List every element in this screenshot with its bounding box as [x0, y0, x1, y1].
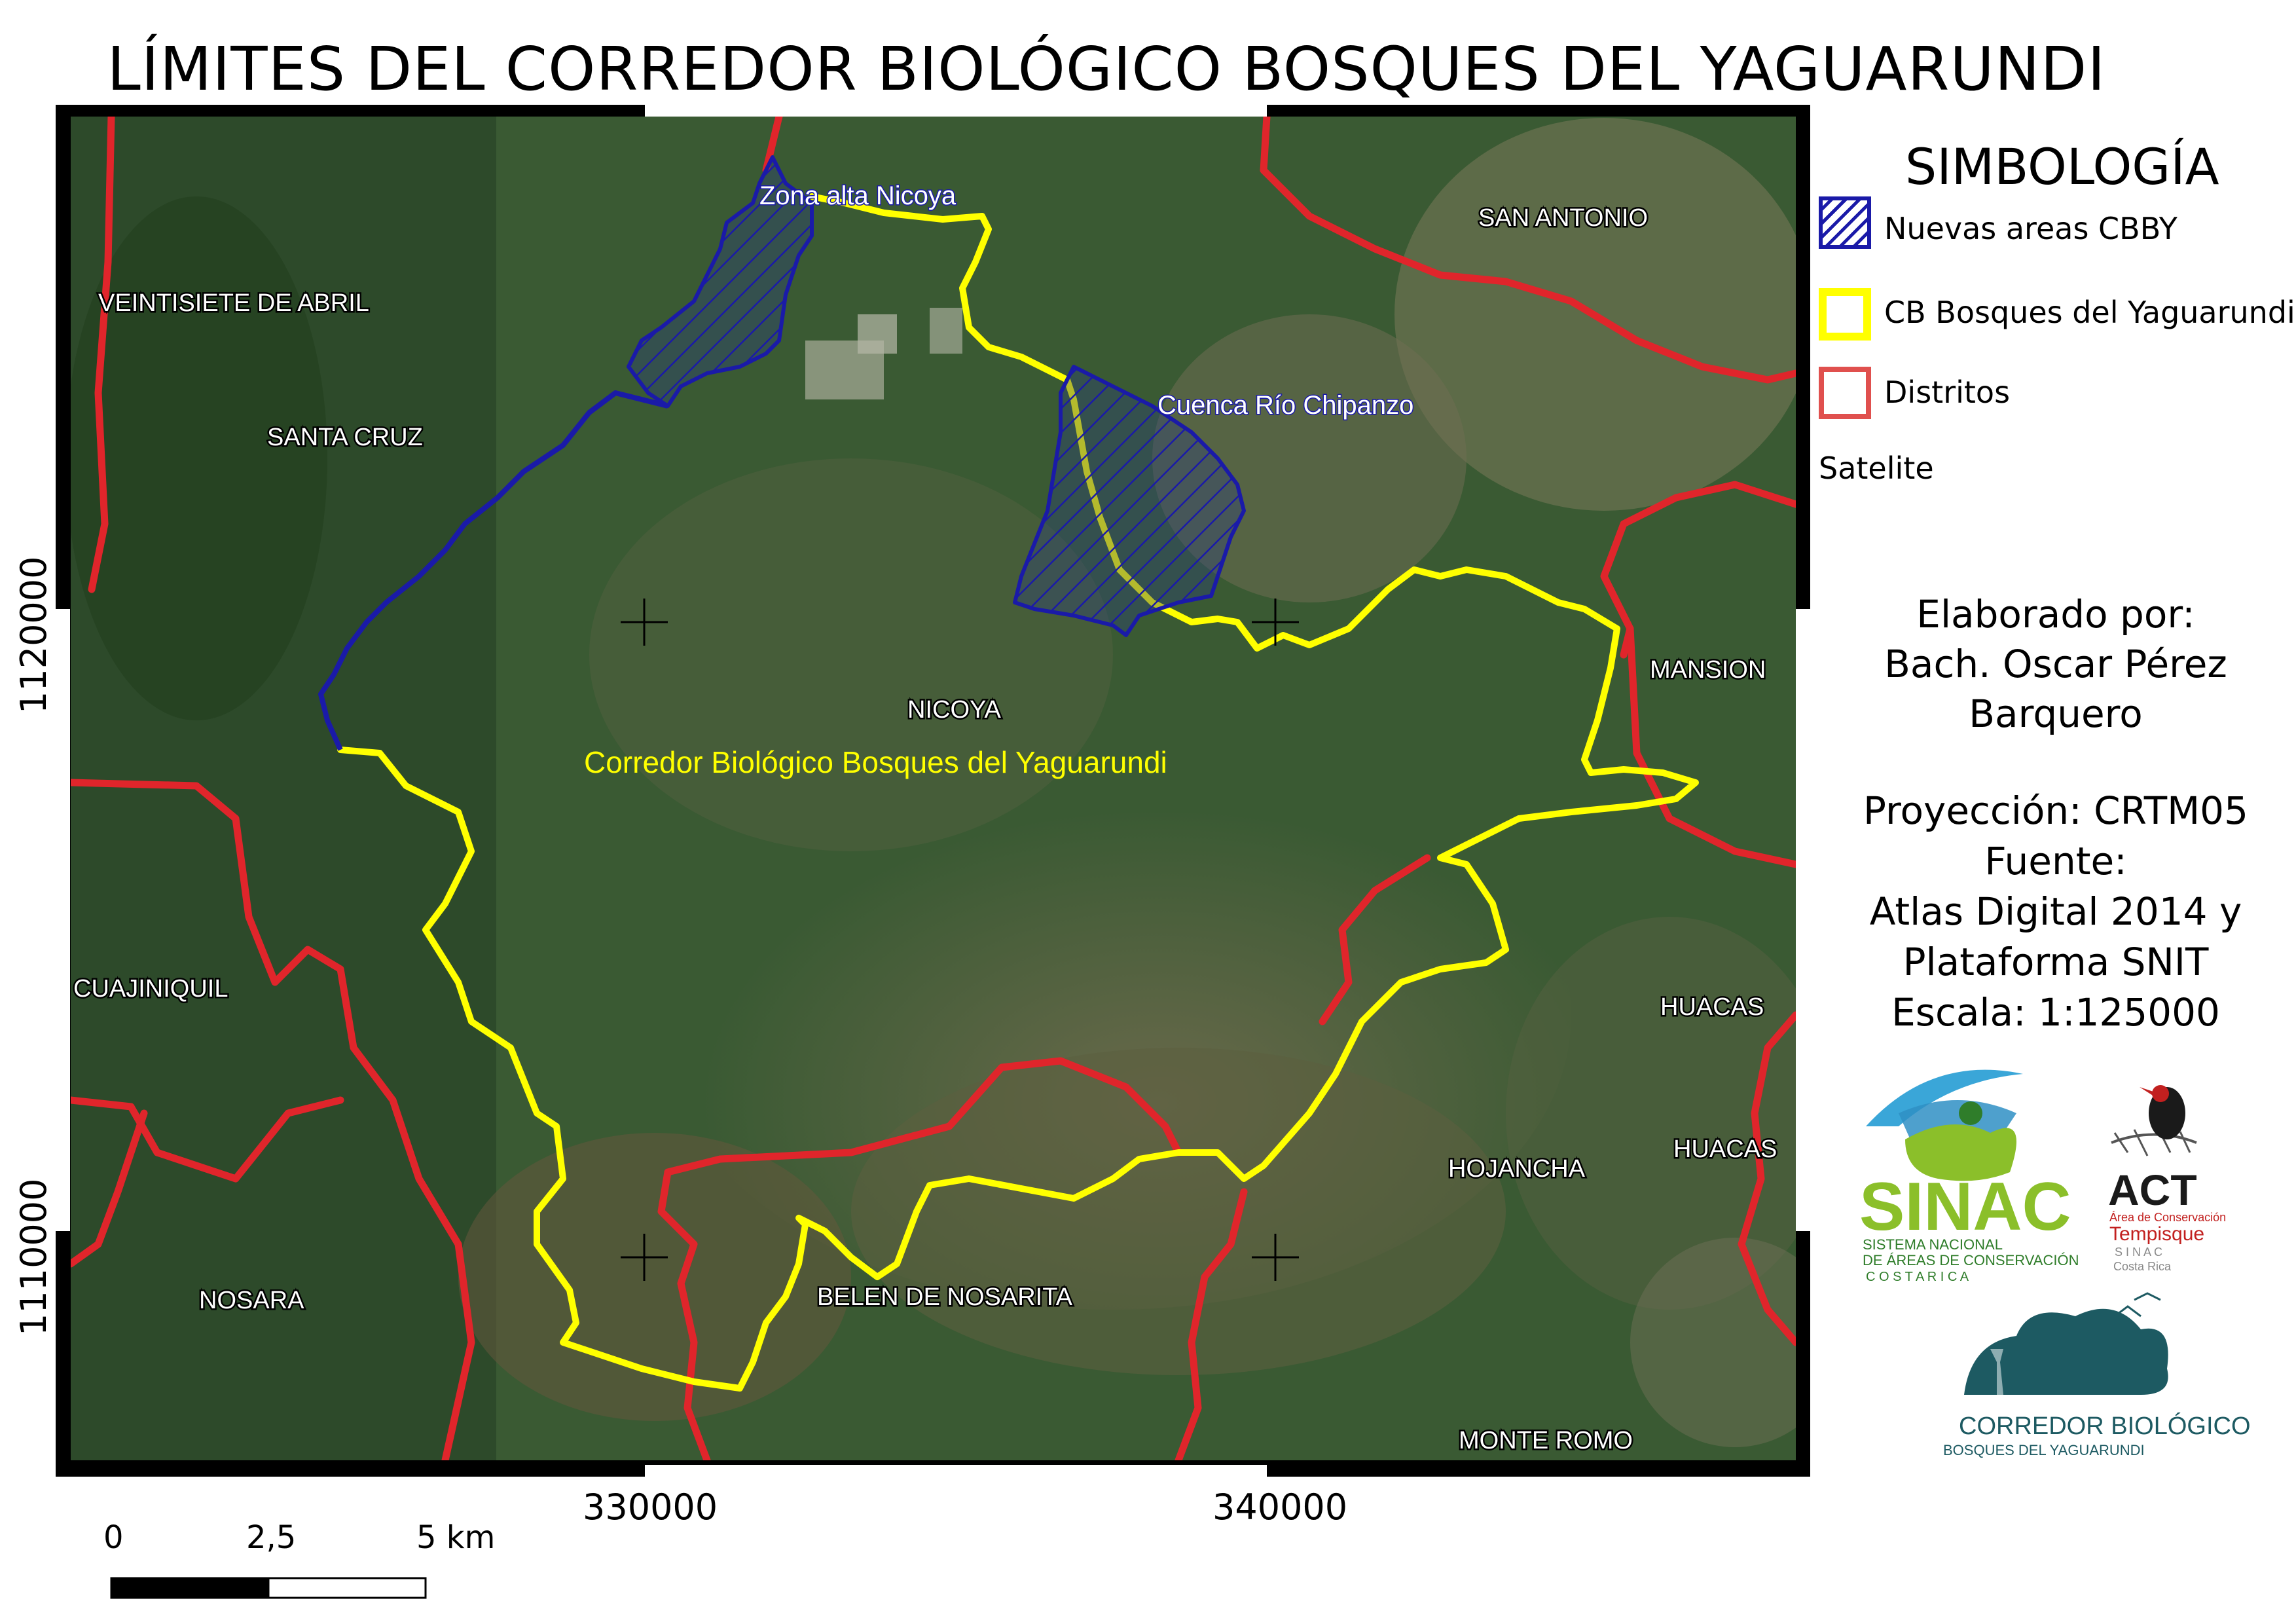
act-line1: Área de Conservación: [2109, 1211, 2226, 1224]
projection-info: Proyección: CRTM05 Fuente: Atlas Digital…: [1813, 786, 2296, 1038]
grid-crosses: [621, 599, 1299, 1281]
sinac-line1: SISTEMA NACIONAL: [1863, 1236, 2003, 1253]
legend-label-distritos: Distritos: [1884, 375, 2011, 410]
label-san-antonio: SAN ANTONIO: [1478, 204, 1648, 232]
source-line1: Atlas Digital 2014 y: [1869, 889, 2242, 934]
legend-label-corridor: CB Bosques del Yaguarundi: [1884, 295, 2295, 330]
sinac-line2: DE ÁREAS DE CONSERVACIÓN: [1863, 1252, 2079, 1268]
act-name: ACT: [2108, 1166, 2197, 1214]
label-nicoya: NICOYA: [907, 696, 1002, 724]
scale-label-2-5: 2,5: [246, 1519, 297, 1556]
credits-line1: Elaborado por:: [1916, 592, 2195, 637]
label-mansion: MANSION: [1650, 656, 1766, 684]
map-title: LÍMITES DEL CORREDOR BIOLÓGICO BOSQUES D…: [107, 34, 2106, 104]
label-zona-alta: Zona alta Nicoya: [759, 181, 957, 210]
legend-swatch-distritos: [1819, 367, 1871, 419]
source-line2: Plataforma SNIT: [1903, 940, 2209, 984]
legend-label-nuevas: Nuevas areas CBBY: [1884, 211, 2178, 246]
new-areas-cbby: [318, 155, 1246, 751]
sinac-name: SINAC: [1859, 1169, 2071, 1245]
scale-text: Escala: 1:125000: [1891, 990, 2220, 1035]
legend-swatch-corridor: [1819, 288, 1871, 341]
y-tick-1110000: 1110000: [13, 1178, 54, 1337]
source-label: Fuente:: [1984, 839, 2127, 883]
projection: Proyección: CRTM05: [1863, 788, 2248, 833]
label-santa-cruz: SANTA CRUZ: [267, 424, 423, 451]
label-veintisiete: VEINTISIETE DE ABRIL: [98, 289, 369, 317]
x-tick-340000: 340000: [1212, 1486, 1348, 1528]
label-cuenca: Cuenca Río Chipanzo: [1157, 391, 1413, 420]
y-tick-1120000: 1120000: [13, 556, 54, 714]
sinac-line3: C O S T A R I C A: [1866, 1270, 1969, 1284]
label-huacas-2: HUACAS: [1673, 1135, 1777, 1163]
act-line2: Tempisque: [2109, 1223, 2204, 1245]
label-corridor: Corredor Biológico Bosques del Yaguarund…: [584, 745, 1167, 779]
credits-line3: Barquero: [1969, 692, 2143, 736]
scale-label-5km: 5 km: [416, 1519, 496, 1556]
map-labels: Zona alta Nicoya Cuenca Río Chipanzo Cor…: [72, 181, 1779, 1456]
legend-label-satelite: Satelite: [1819, 451, 1934, 486]
label-nosara: NOSARA: [199, 1287, 304, 1314]
sinac-logo: SINAC SISTEMA NACIONAL DE ÁREAS DE CONSE…: [1859, 1069, 2079, 1284]
label-monte-romo: MONTE ROMO: [1459, 1427, 1633, 1454]
x-tick-330000: 330000: [583, 1486, 718, 1528]
label-hojancha: HOJANCHA: [1448, 1155, 1586, 1183]
scale-bar: [110, 1577, 427, 1599]
scale-label-0: 0: [103, 1519, 124, 1556]
act-line4: Costa Rica: [2113, 1260, 2172, 1273]
credits: Elaborado por: Bach. Oscar Pérez Barquer…: [1846, 589, 2265, 739]
legend-title: SIMBOLOGÍA: [1905, 138, 2219, 196]
legend-swatch-nuevas: [1819, 196, 1871, 249]
credits-line2: Bach. Oscar Pérez: [1884, 642, 2227, 686]
district-boundaries: [71, 117, 1796, 1460]
corredor-logo: CORREDOR BIOLÓGICO BOSQUES DEL YAGUARUND…: [1943, 1292, 2251, 1458]
label-huacas-1: HUACAS: [1660, 993, 1764, 1021]
label-belen: BELEN DE NOSARITA: [817, 1283, 1073, 1311]
corredor-line1: CORREDOR BIOLÓGICO: [1959, 1412, 2251, 1440]
act-line3: S I N A C: [2115, 1246, 2162, 1259]
label-cuajiniquil: CUAJINIQUIL: [73, 975, 228, 1003]
act-logo: ACT Área de Conservación Tempisque S I N…: [2108, 1085, 2226, 1273]
corredor-line2: BOSQUES DEL YAGUARUNDI: [1943, 1442, 2145, 1458]
